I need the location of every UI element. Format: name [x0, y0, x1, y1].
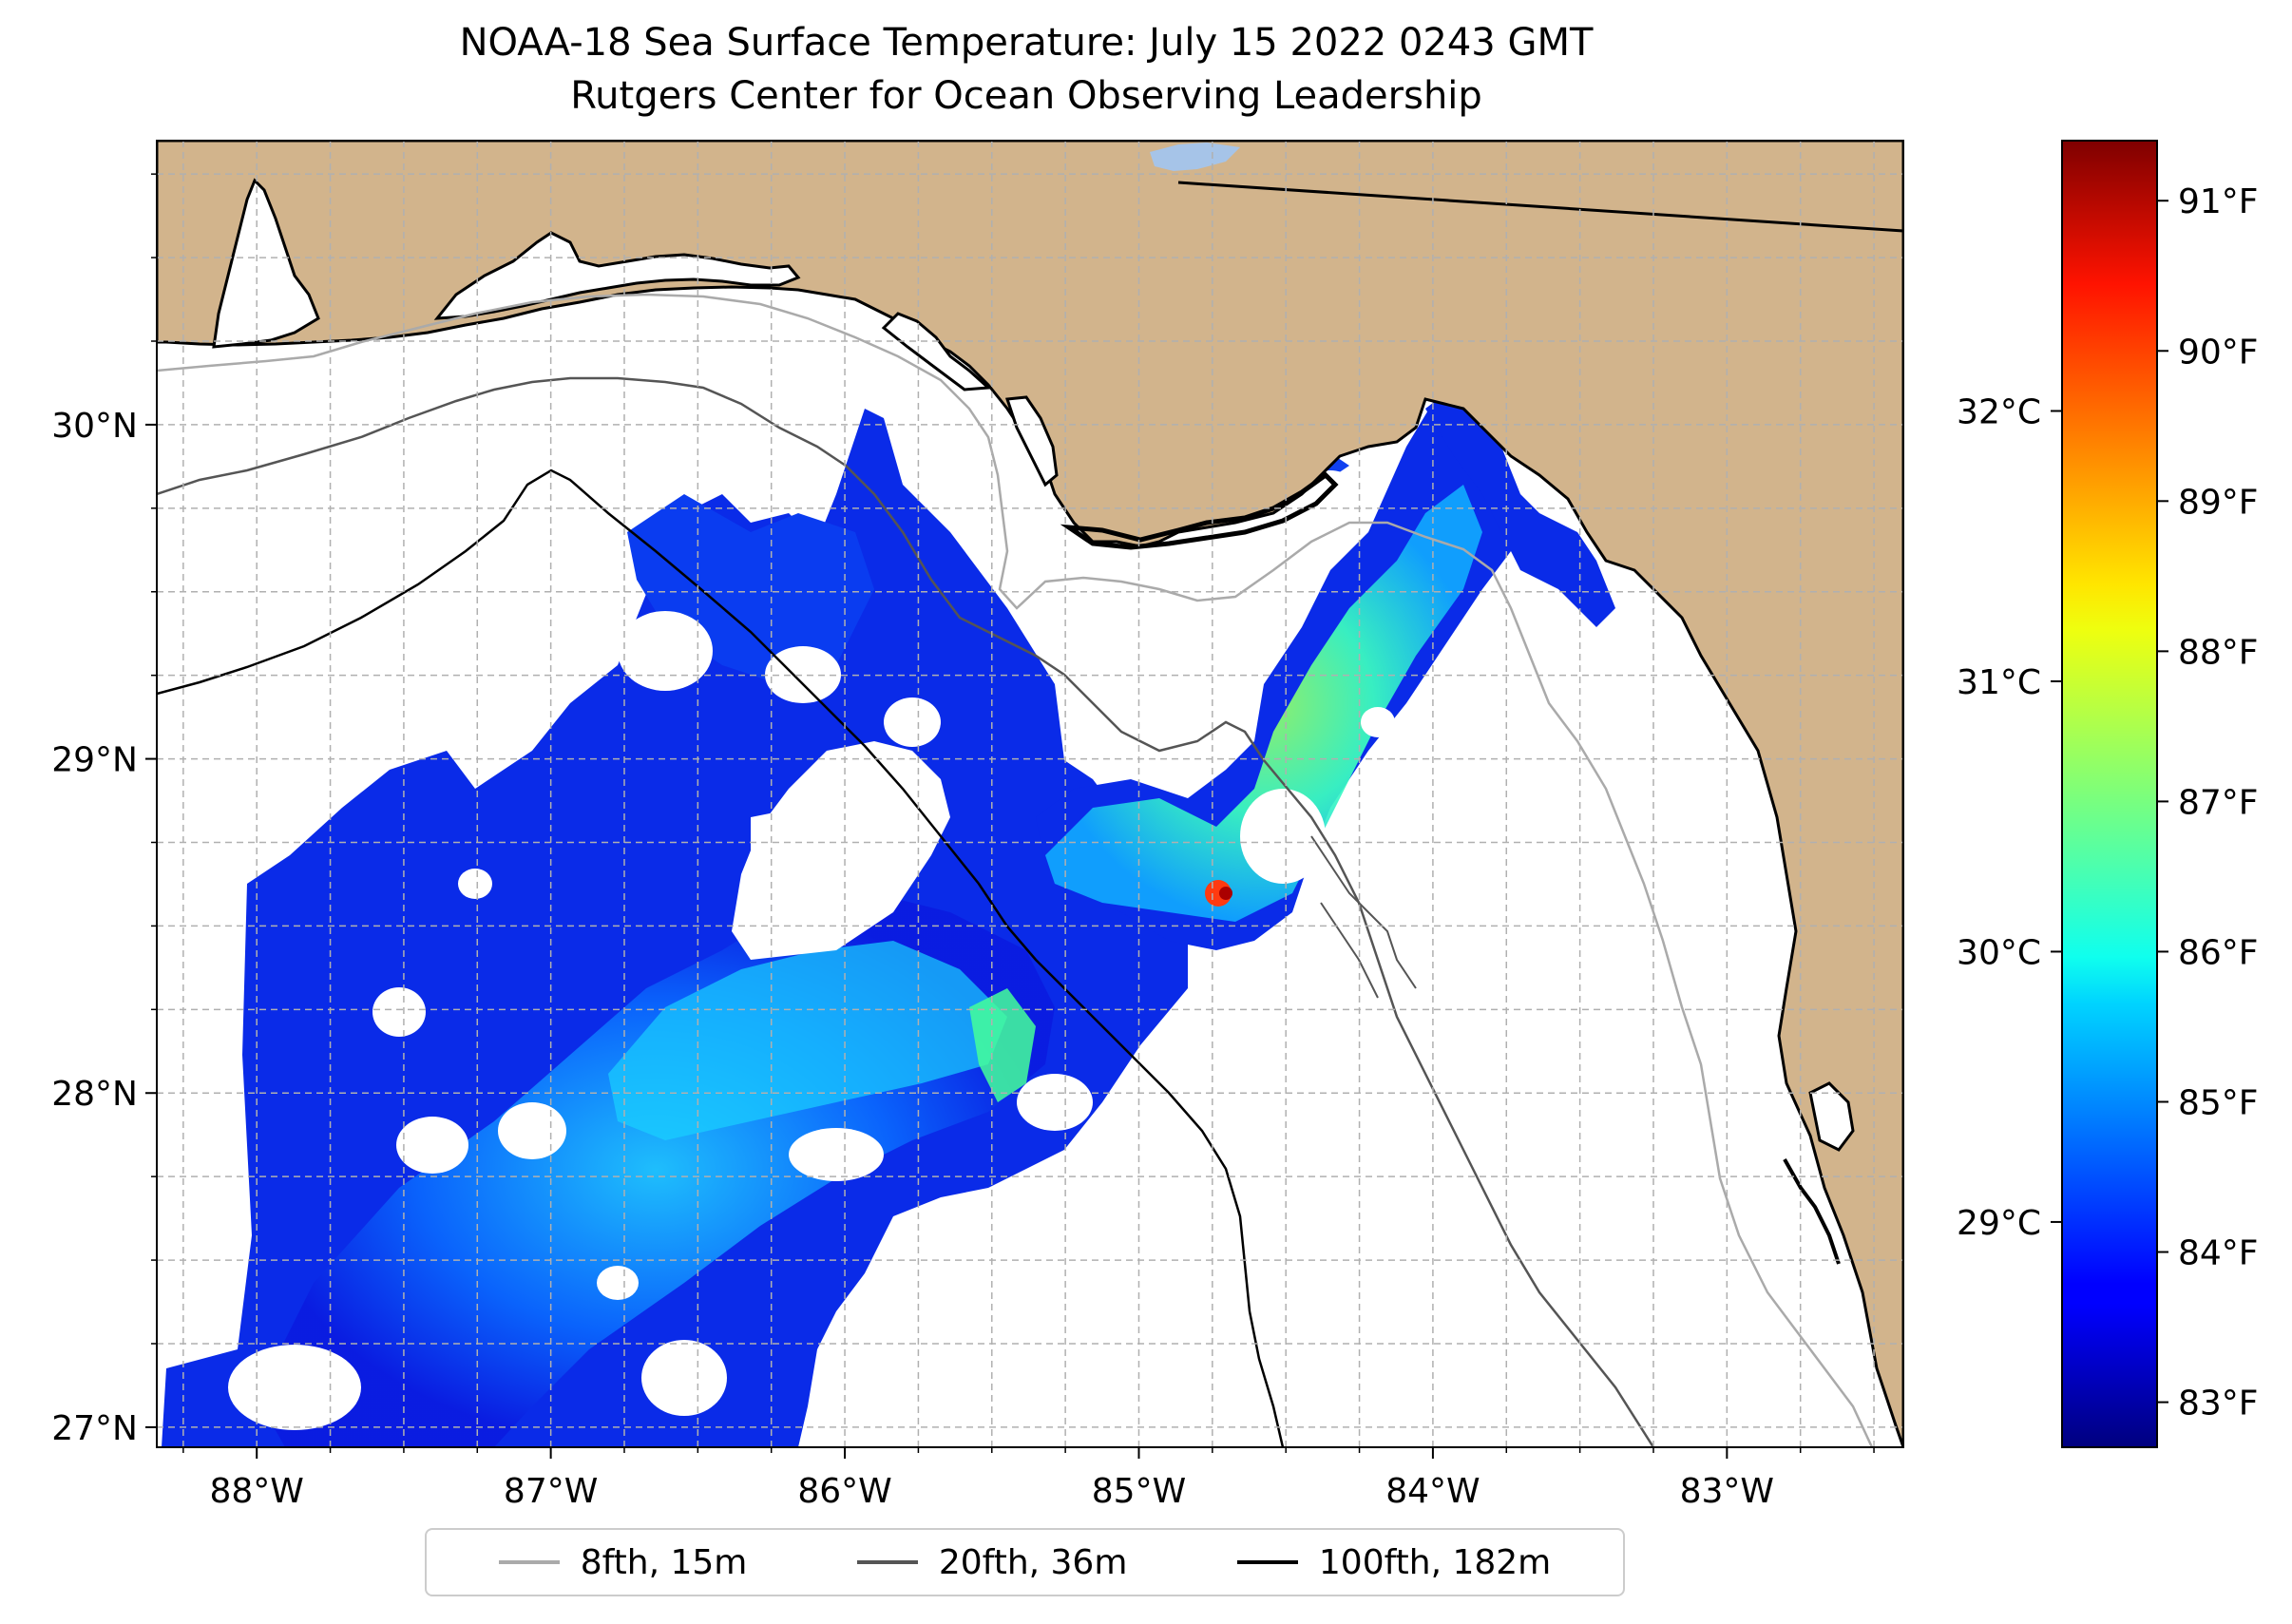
legend-item-15m: 8fth, 15m — [498, 1542, 748, 1582]
map-area — [157, 141, 1903, 1447]
isobaths — [157, 293, 1874, 1447]
legend-swatch-36m — [856, 1560, 918, 1564]
legend-label-36m: 20fth, 36m — [938, 1542, 1128, 1582]
lon-tick-label: 87°W — [504, 1472, 598, 1511]
colorbar-f-label: 84°F — [2178, 1234, 2259, 1273]
legend-item-36m: 20fth, 36m — [856, 1542, 1128, 1582]
colorbar-f-label: 83°F — [2178, 1385, 2259, 1423]
colorbar-f-label: 86°F — [2178, 933, 2259, 972]
lon-tick-label: 83°W — [1680, 1472, 1774, 1511]
cloud-gaps — [228, 470, 1395, 1430]
lon-tick-label: 85°W — [1092, 1472, 1186, 1511]
legend-swatch-15m — [498, 1560, 560, 1564]
colorbar-f-label: 85°F — [2178, 1083, 2259, 1122]
legend-item-182m: 100fth, 182m — [1236, 1542, 1552, 1582]
lon-tick-label: 84°W — [1385, 1472, 1480, 1511]
land — [157, 141, 1903, 1447]
isobath-15m — [157, 293, 1874, 1447]
isobath-36m — [157, 376, 1655, 1447]
isobath-182m — [157, 468, 1285, 1447]
colorbar-fahrenheit-axis: 83°F 84°F 85°F 86°F 87°F 88°F 89°F 90°F 91°F — [2157, 182, 2259, 1423]
gridlines — [157, 141, 1903, 1447]
figure-subtitle: Rutgers Center for Ocean Observing Leade… — [570, 74, 1482, 118]
lat-tick-label: 27°N — [51, 1409, 138, 1448]
lat-tick-label: 30°N — [51, 407, 138, 446]
colorbar-celsius-axis: 29°C 30°C 31°C 32°C — [1957, 392, 2062, 1243]
colorbar-f-label: 90°F — [2178, 333, 2259, 372]
colorbar — [2061, 140, 2158, 1448]
colorbar-f-label: 89°F — [2178, 483, 2259, 522]
lon-tick-label: 86°W — [797, 1472, 891, 1511]
isobath-legend: 8fth, 15m 20fth, 36m 100fth, 182m — [425, 1528, 1625, 1596]
legend-swatch-182m — [1236, 1560, 1298, 1564]
lat-tick-label: 28°N — [51, 1075, 138, 1114]
colorbar-c-label: 29°C — [1957, 1204, 2041, 1243]
colorbar-f-label: 88°F — [2178, 633, 2259, 672]
colorbar-c-label: 31°C — [1957, 663, 2041, 702]
colorbar-c-label: 32°C — [1957, 392, 2041, 431]
colorbar-f-label: 91°F — [2178, 182, 2259, 221]
lat-tick-label: 29°N — [51, 741, 138, 780]
figure-title: NOAA-18 Sea Surface Temperature: July 15… — [459, 21, 1594, 65]
latitude-axis: 27°N 28°N 29°N 30°N — [51, 173, 157, 1448]
legend-label-15m: 8fth, 15m — [580, 1542, 748, 1582]
colorbar-f-label: 87°F — [2178, 783, 2259, 822]
lon-tick-label: 88°W — [210, 1472, 304, 1511]
longitude-axis: 88°W 87°W 86°W 85°W 84°W 83°W — [182, 1447, 1875, 1511]
colorbar-c-label: 30°C — [1957, 933, 2041, 972]
legend-label-182m: 100fth, 182m — [1318, 1542, 1552, 1582]
map-frame — [156, 140, 1904, 1448]
